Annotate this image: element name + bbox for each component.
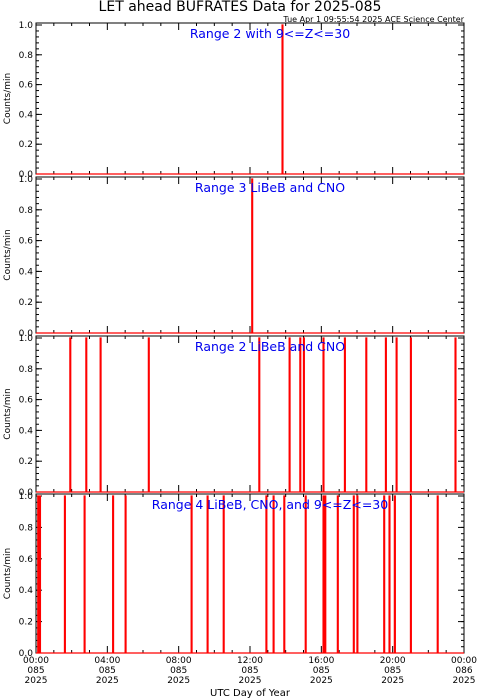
panel-3: 0.0 0.2 0.4 0.6 0.8 1.0 Counts/min Range 2 LiBe… — [3, 334, 465, 498]
panel-title: Range 4 LiBeB, CNO, and 9<=Z<=30 — [152, 497, 388, 512]
x-tick-label-year: 2025 — [381, 676, 404, 686]
x-tick-label-doy: 085 — [384, 666, 401, 676]
y-tick-label: 0.6 — [19, 81, 34, 91]
x-tick-label-time: 08:00 — [166, 656, 192, 666]
panel-title: Range 3 LiBeB and CNO — [195, 180, 345, 195]
x-tick-label-year: 2025 — [310, 676, 333, 686]
plot-frame — [35, 22, 465, 175]
y-tick-label: 0.0 — [19, 170, 34, 180]
x-tick-label-time: 00:00 — [23, 656, 49, 666]
x-tick-label-doy: 085 — [313, 666, 330, 676]
y-tick-label: 0.4 — [19, 110, 34, 120]
panel-title: Range 2 LiBeB and CNO — [195, 339, 345, 354]
x-tick-label-doy: 085 — [170, 666, 187, 676]
y-tick-label: 0.6 — [19, 555, 34, 565]
y-tick-label: 0.2 — [19, 618, 33, 628]
y-axis-label: Counts/min — [3, 388, 13, 439]
y-tick-label: 0.0 — [19, 329, 34, 339]
series-line — [36, 495, 464, 654]
plot-frame — [35, 176, 465, 334]
x-axis: 00:00085202504:00085202508:00085202512:0… — [23, 656, 477, 686]
series-line — [36, 178, 464, 334]
y-tick-label: 0.0 — [19, 649, 34, 659]
panel-4: 0.0 0.2 0.4 0.6 0.8 1.0 Counts/min Range 4 LiBe… — [3, 492, 465, 659]
series-line — [36, 337, 464, 493]
x-tick-label-doy: 085 — [241, 666, 258, 676]
y-axis-label: Counts/min — [3, 229, 13, 280]
x-axis-label: UTC Day of Year — [210, 688, 291, 699]
y-tick-label: 1.0 — [19, 175, 34, 185]
y-axis-label: Counts/min — [3, 548, 13, 599]
y-tick-label: 0.6 — [19, 237, 34, 247]
chart-title: LET ahead BUFRATES Data for 2025-085 — [99, 0, 382, 15]
x-tick-label-year: 2025 — [453, 676, 476, 686]
y-tick-label: 0.2 — [19, 140, 33, 150]
y-tick-label: 0.2 — [19, 298, 33, 308]
y-tick-label: 0.6 — [19, 396, 34, 406]
x-tick-label-time: 04:00 — [94, 656, 120, 666]
y-tick-label: 1.0 — [19, 492, 34, 502]
x-tick-label-time: 12:00 — [237, 656, 263, 666]
series-line — [36, 24, 464, 175]
panel-title: Range 2 with 9<=Z<=30 — [190, 26, 350, 41]
x-tick-label-time: 20:00 — [380, 656, 406, 666]
y-tick-label: 0.4 — [19, 586, 34, 596]
y-tick-label: 0.0 — [19, 488, 34, 498]
y-axis-label: Counts/min — [3, 73, 13, 124]
timestamp: Tue Apr 1 09:55:54 2025 ACE Science Cent… — [282, 15, 464, 24]
y-tick-label: 1.0 — [19, 334, 34, 344]
y-tick-label: 0.4 — [19, 426, 34, 436]
x-tick-label-year: 2025 — [25, 676, 48, 686]
x-tick-label-doy: 086 — [455, 666, 472, 676]
y-tick-label: 0.2 — [19, 457, 33, 467]
y-tick-label: 0.8 — [19, 51, 34, 61]
plot-frame — [35, 493, 465, 654]
x-tick-label-doy: 085 — [99, 666, 116, 676]
y-tick-label: 0.8 — [19, 365, 34, 375]
y-tick-label: 0.8 — [19, 206, 34, 216]
y-tick-label: 0.8 — [19, 523, 34, 533]
y-tick-label: 0.4 — [19, 267, 34, 277]
panels: 0.0 0.2 0.4 0.6 0.8 1.0 Counts/min Range 2 with… — [3, 21, 465, 659]
x-tick-label-time: 16:00 — [308, 656, 334, 666]
y-tick-label: 1.0 — [19, 21, 34, 31]
panel-2: 0.0 0.2 0.4 0.6 0.8 1.0 Counts/min Range 3 LiBe… — [3, 175, 465, 339]
x-tick-label-year: 2025 — [239, 676, 262, 686]
panel-1: 0.0 0.2 0.4 0.6 0.8 1.0 Counts/min Range 2 with… — [3, 21, 465, 180]
x-tick-label-doy: 085 — [27, 666, 44, 676]
x-tick-label-year: 2025 — [96, 676, 119, 686]
x-tick-label-year: 2025 — [167, 676, 190, 686]
x-tick-label-time: 00:00 — [451, 656, 477, 666]
